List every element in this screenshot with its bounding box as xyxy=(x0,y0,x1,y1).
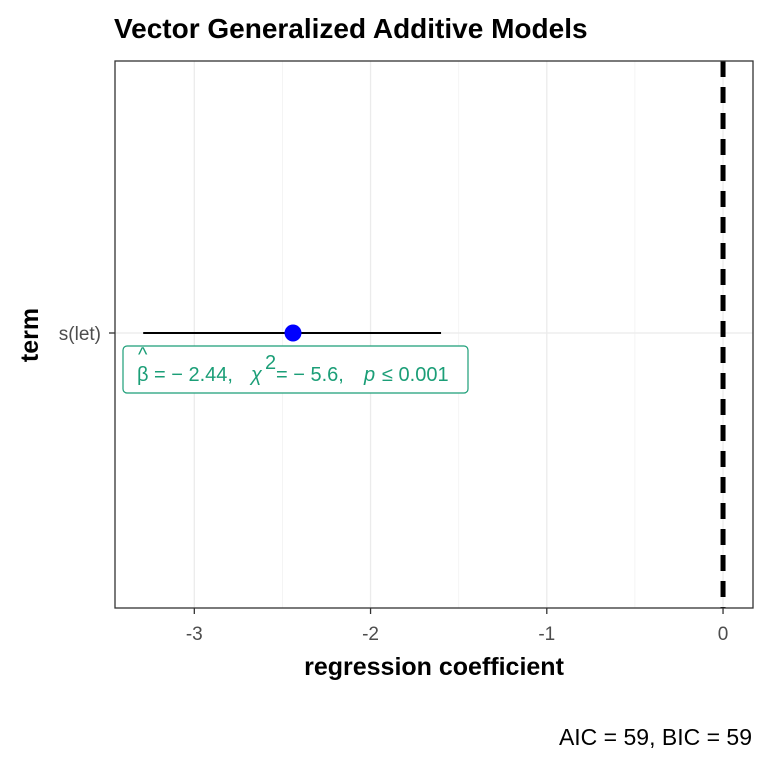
model-fit-caption: AIC = 59, BIC = 59 xyxy=(559,724,752,750)
panel-border xyxy=(114,60,754,609)
plot-panel xyxy=(115,61,753,608)
p-symbol: p xyxy=(363,364,375,386)
estimate-label-box xyxy=(122,345,469,394)
chart-title: Vector Generalized Additive Models xyxy=(114,13,588,44)
beta-hat-mark: ^ xyxy=(138,344,148,366)
x-tick-label: 0 xyxy=(718,624,729,645)
y-axis-title: term xyxy=(16,308,44,362)
minor-grid xyxy=(282,61,636,608)
x-tick-label: -1 xyxy=(538,624,555,645)
estimate-point xyxy=(284,324,302,342)
chi-symbol: χ xyxy=(249,364,263,386)
x-tick-label: -3 xyxy=(186,624,203,645)
estimate-label: ^ β = − 2.44, χ 2 = − 5.6, p ≤ 0.001 xyxy=(122,344,469,394)
y-tick-label: s(let) xyxy=(59,324,101,345)
p-value: ≤ 0.001 xyxy=(382,364,449,386)
x-axis-title: regression coefficient xyxy=(304,653,564,681)
estimate-value: = − 2.44, xyxy=(154,364,233,386)
beta-symbol: β xyxy=(137,364,149,386)
chi-exponent: 2 xyxy=(265,352,276,374)
x-axis-ticks: -3 -2 -1 0 xyxy=(186,608,728,645)
x-tick-label: -2 xyxy=(362,624,379,645)
chi-squared-value: = − 5.6, xyxy=(276,364,344,386)
